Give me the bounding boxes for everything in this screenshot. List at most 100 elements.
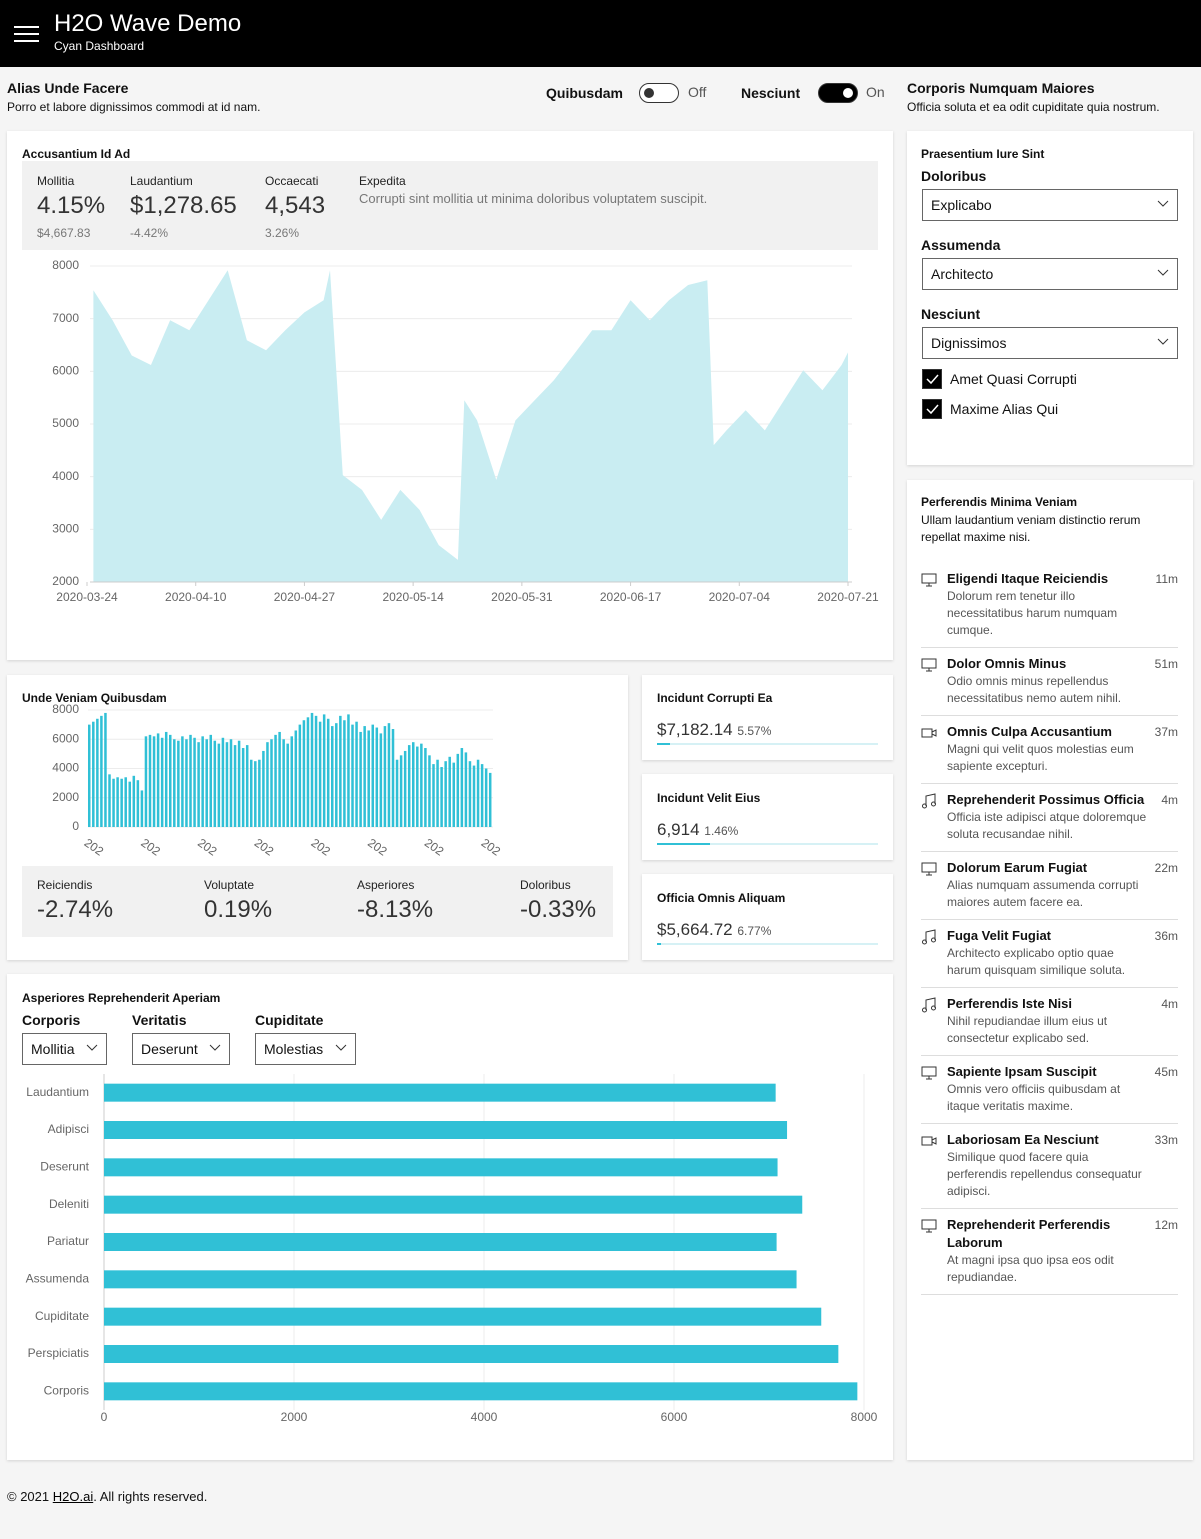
card-title: Perferendis Minima Veniam [921,495,1078,509]
item-title: Dolorum Earum Fugiat [947,860,1088,875]
item-title: Reprehenderit Possimus Officia [947,792,1145,807]
footer-text: © 2021 [7,1489,50,1504]
card-title: Asperiores Reprehenderit Aperiam [22,991,221,1005]
item-time: 12m [1154,1218,1178,1232]
icon [921,573,937,587]
item-body: Fuga Velit Fugiat Architecto explicabo op… [947,927,1149,979]
stat-value: $7,182.14 [657,720,733,739]
item-title: Sapiente Ipsam Suscipit [947,1064,1097,1079]
item-title: Perferendis Iste Nisi [947,996,1072,1011]
stat-value: $1,278.65 [130,192,237,219]
item-text: Nihil repudiandae illum eius ut consecte… [947,1014,1108,1045]
dropdown[interactable]: Mollitia [22,1033,107,1065]
activity-item: Sapiente Ipsam Suscipit Omnis vero offici… [921,1056,1178,1124]
checkbox[interactable] [922,399,942,419]
section-title: Alias Unde Facere [7,80,129,96]
chevron [86,1044,98,1051]
activity-item: Fuga Velit Fugiat Architecto explicabo op… [921,920,1178,988]
checkbox[interactable] [922,369,942,389]
app-title: H2O Wave Demo [54,10,242,37]
dropdown-value: Dignissimos [931,335,1007,351]
check-mark [926,374,939,385]
stat-title: Incidunt Velit Eius [657,791,761,805]
stat-label: Laudantium [130,174,193,188]
item-time: 51m [1154,657,1178,671]
dropdown-value: Molestias [264,1041,324,1057]
checkbox-label: Maxime Alias Qui [950,401,1059,417]
chevron [1157,338,1169,345]
card-caption: Ullam laudantium veniam distinctio rerum… [921,513,1141,544]
stat-value-row: $5,664.72 6.77% [657,920,771,940]
section-title: Corporis Numquam Maiores [907,80,1095,96]
toggle-label: Nesciunt [741,85,801,101]
stat-value-row: $7,182.14 5.57% [657,720,771,740]
icon [921,1136,937,1146]
stat-value: -2.74% [37,896,114,923]
icon [922,793,936,809]
item-text: Omnis vero officiis quibusdam at itaque … [947,1082,1121,1113]
item-title: Fuga Velit Fugiat [947,928,1052,943]
dropdown[interactable]: Architecto [922,258,1178,290]
toggle-knob [843,88,853,98]
stat-value: 4,543 [265,192,326,219]
toggle[interactable] [818,83,858,103]
stat-aux: 5.57% [737,724,772,738]
item-text: Architecto explicabo optio quae harum qu… [947,946,1126,977]
dropdown[interactable]: Explicabo [922,189,1178,221]
item-time: 37m [1154,725,1178,739]
item-text: Dolorum rem tenetur illo necessitatibus … [947,589,1118,637]
item-time: 22m [1154,861,1178,875]
item-text: Officia iste adipisci atque doloremque s… [947,810,1147,841]
item-time: 4m [1161,997,1178,1011]
footer-link[interactable]: H2O.ai [52,1489,94,1504]
item-title: Reprehenderit Perferendis Laborum [947,1217,1111,1250]
item-icon [921,995,947,1047]
activity-item: Reprehenderit Perferendis Laborum At magn… [921,1209,1178,1295]
item-text: Odio omnis minus repellendus necessitati… [947,674,1122,705]
card [907,480,1193,1460]
dropdown-label: Nesciunt [921,306,981,322]
check-mark [926,404,939,415]
item-title: Laboriosam Ea Nesciunt [947,1132,1099,1147]
chevron [1157,200,1169,207]
stat-value: 6,914 [657,820,700,839]
stats-panel [22,161,878,250]
icon [922,997,936,1013]
activity-item: Perferendis Iste Nisi Nihil repudiandae i… [921,988,1178,1056]
dropdown[interactable]: Molestias [255,1033,356,1065]
toggle[interactable] [639,83,679,103]
dropdown[interactable]: Dignissimos [922,327,1178,359]
item-text: Magni qui velit quos molestias eum sapie… [947,742,1134,773]
activity-item: Reprehenderit Possimus Officia Officia is… [921,784,1178,852]
progress-bar [657,743,671,745]
stat-label: Voluptate [204,878,255,892]
icon [921,658,937,672]
stat-label: Reiciendis [37,878,93,892]
item-time: 33m [1154,1133,1178,1147]
menu-button[interactable] [14,26,39,42]
item-time: 36m [1154,929,1178,943]
item-icon [921,570,947,639]
card [642,874,893,960]
section-subtitle: Porro et labore dignissimos commodi at i… [7,100,261,114]
stat-label: Mollitia [37,174,75,188]
dropdown[interactable]: Deserunt [132,1033,230,1065]
item-title: Dolor Omnis Minus [947,656,1067,671]
dropdown-label: Cupiditate [255,1012,324,1028]
items: Eligendi Itaque Reiciendis Dolorum rem te… [921,563,1178,1295]
stat-value: $5,664.72 [657,920,733,939]
stat-value: 0.19% [204,896,273,923]
item-body: Reprehenderit Perferendis Laborum At magn… [947,1216,1149,1286]
card-title: Accusantium Id Ad [22,147,131,161]
item-title: Eligendi Itaque Reiciendis [947,571,1109,586]
top-bar [0,0,1201,67]
chevron [335,1044,347,1051]
icon [922,929,936,945]
dropdown-value: Mollitia [31,1041,75,1057]
activity-item: Laboriosam Ea Nesciunt Similique quod fac… [921,1124,1178,1209]
item-time: 11m [1155,572,1178,586]
checkbox-label: Amet Quasi Corrupti [950,371,1077,387]
stat-value: -0.33% [520,896,597,923]
